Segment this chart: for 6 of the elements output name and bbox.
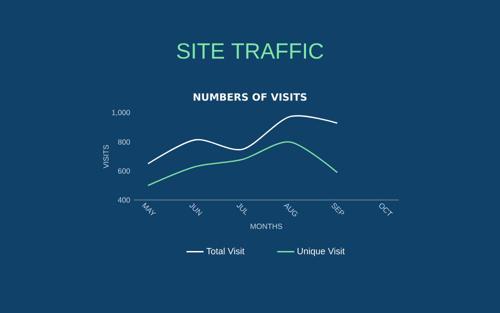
chart-subtitle: NUMBERS OF VISITS bbox=[194, 93, 307, 101]
chart-title: SITE TRAFFIC bbox=[177, 43, 324, 59]
line-series bbox=[147, 115, 338, 164]
line-series bbox=[147, 141, 338, 186]
legend-label: Total Visit bbox=[206, 248, 244, 254]
legend-label: Unique Visit bbox=[298, 248, 345, 256]
